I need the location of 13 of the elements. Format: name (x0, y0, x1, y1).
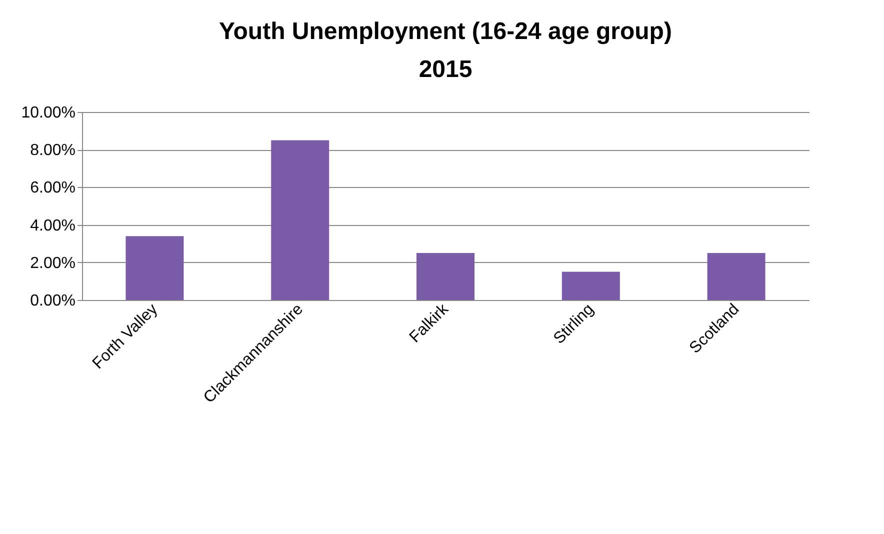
bar (126, 236, 184, 300)
y-tick-label: 2.00% (30, 254, 76, 272)
y-tick-label: 6.00% (30, 180, 76, 197)
y-tick-label: 0.00% (30, 292, 76, 310)
bar (271, 140, 330, 300)
text: 2015 (418, 56, 472, 83)
bar (707, 253, 766, 300)
bar (562, 272, 620, 300)
y-tick-label: 8.00% (30, 142, 76, 160)
y-tick-label: 10.00% (21, 104, 76, 122)
text: Youth Unemployment (16-24 age group) (219, 18, 672, 45)
bar (416, 253, 474, 300)
y-tick-label: 4.00% (30, 217, 76, 234)
